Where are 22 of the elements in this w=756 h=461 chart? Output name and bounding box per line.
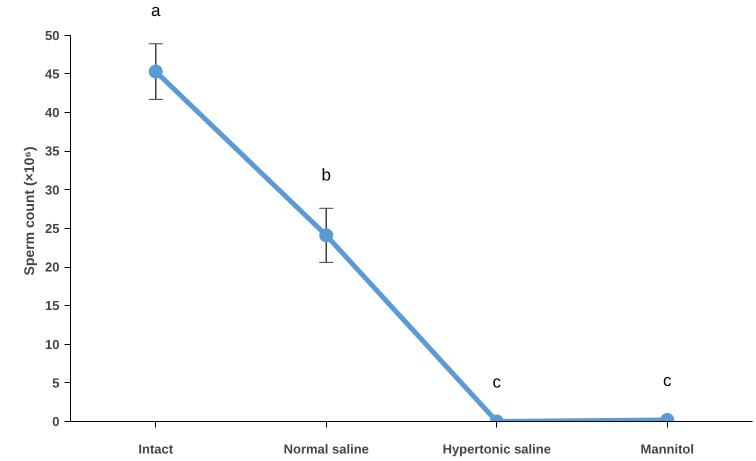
y-tick-label: 5 — [52, 375, 60, 390]
y-axis-title: Sperm count (×10⁶) — [21, 146, 38, 276]
annotation: c — [663, 370, 672, 390]
annotation: b — [322, 165, 331, 184]
x-tick-label: Normal saline — [284, 442, 369, 456]
y-tick-label: 30 — [45, 182, 60, 198]
y-tick-label: 0 — [52, 414, 60, 429]
y-tick-label: 25 — [45, 220, 60, 236]
x-tick-label: Intact — [138, 442, 174, 456]
y-tick-label: 50 — [45, 28, 60, 43]
y-tick-label: 45 — [45, 66, 60, 82]
x-tick-label: Mannitol — [640, 442, 694, 456]
point — [319, 228, 334, 242]
annotation: c — [492, 372, 502, 392]
point — [148, 64, 163, 79]
x-tick-label: Hypertonic saline — [442, 442, 551, 456]
y-tick-label: 10 — [45, 336, 60, 352]
y-tick-label: 15 — [45, 298, 60, 314]
y-tick-label: 40 — [45, 105, 60, 120]
text: a — [151, 0, 162, 20]
y-tick-label: 35 — [45, 144, 60, 159]
y-tick-label: 20 — [45, 260, 60, 275]
